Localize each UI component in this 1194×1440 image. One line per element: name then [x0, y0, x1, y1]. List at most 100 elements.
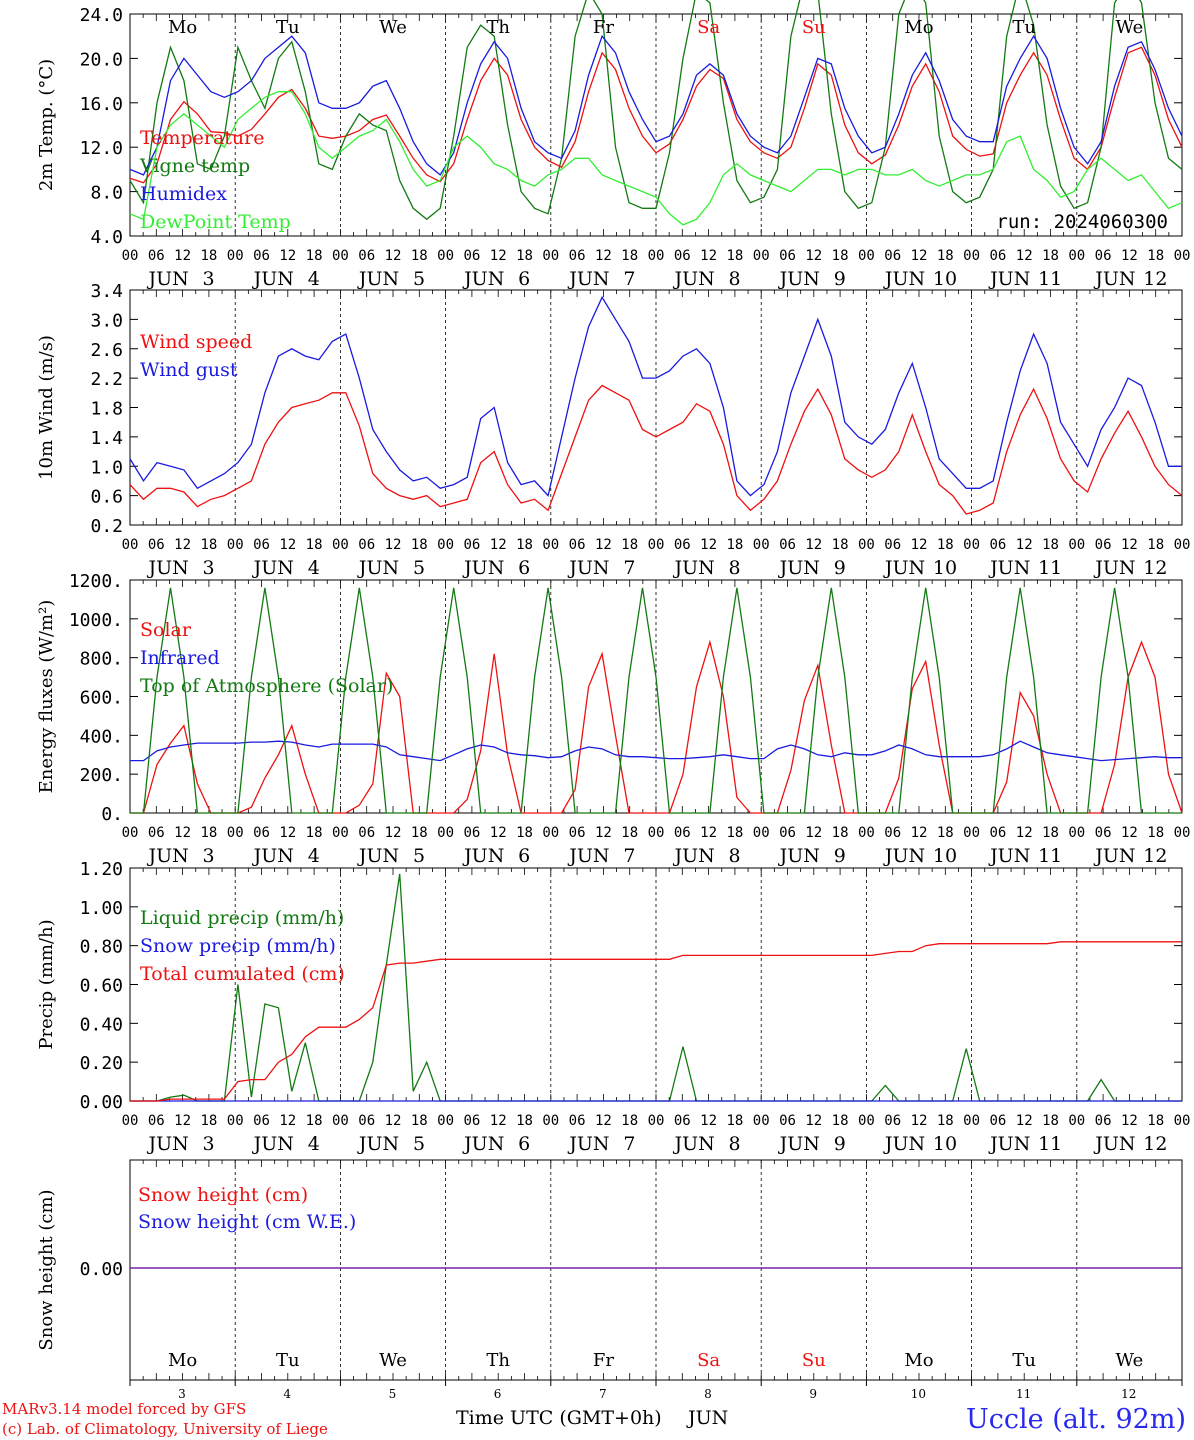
y-tick-label: 400.	[80, 726, 123, 747]
date-day-label: 12	[1143, 268, 1167, 290]
hour-tick-label: 00	[122, 825, 139, 841]
hour-tick-label: 00	[437, 248, 454, 264]
hour-tick-label: 06	[569, 1113, 586, 1129]
hour-tick-label: 18	[832, 248, 849, 264]
hour-tick-label: 18	[726, 1113, 743, 1129]
date-day-label: 7	[623, 845, 635, 867]
hour-tick-label: 12	[490, 1113, 507, 1129]
hour-tick-label: 18	[306, 537, 323, 553]
y-tick-label: 8.0	[90, 183, 123, 204]
hour-tick-label: 00	[542, 248, 559, 264]
hour-tick-label: 12	[490, 537, 507, 553]
hour-tick-label: 06	[1095, 248, 1112, 264]
hour-tick-label: 06	[253, 825, 270, 841]
date-day-label: 11	[1038, 1133, 1062, 1155]
hour-tick-label: 00	[1068, 825, 1085, 841]
weekday-label: Fr	[593, 17, 614, 38]
hour-tick-label: 12	[1016, 248, 1033, 264]
hour-tick-label: 06	[674, 1113, 691, 1129]
hour-tick-label: 18	[306, 825, 323, 841]
hour-tick-label: 00	[1068, 537, 1085, 553]
date-month-label: JUN	[883, 557, 925, 579]
hour-tick-label: 12	[700, 1113, 717, 1129]
legend-entry: Wind gust	[140, 359, 238, 381]
weekday-label: Tu	[1012, 1350, 1036, 1371]
date-month-label: JUN	[252, 845, 294, 867]
hour-tick-label: 18	[621, 1113, 638, 1129]
date-day-label: 4	[308, 268, 320, 290]
date-month-label: JUN	[778, 557, 820, 579]
date-month-label: JUN	[778, 1133, 820, 1155]
hour-tick-label: 18	[621, 825, 638, 841]
hour-tick-label: 06	[674, 537, 691, 553]
date-day-label: 9	[834, 845, 846, 867]
date-day-label: 8	[729, 1133, 741, 1155]
date-day-label: 8	[729, 845, 741, 867]
series-line	[129, 0, 1183, 221]
date-month-label: JUN	[252, 1133, 294, 1155]
y-tick-label: 1.20	[80, 859, 123, 880]
hour-tick-label: 12	[385, 825, 402, 841]
hour-tick-label: 12	[385, 248, 402, 264]
hour-tick-label: 12	[1121, 1113, 1138, 1129]
hour-tick-label: 12	[805, 825, 822, 841]
legend-entry: Snow height (cm W.E.)	[138, 1211, 356, 1233]
date-month-label: JUN	[1093, 1133, 1135, 1155]
y-tick-label: 1.00	[80, 898, 123, 919]
y-tick-label: 2.6	[90, 340, 123, 361]
hour-tick-label: 06	[358, 1113, 375, 1129]
bottom-date-label: 3	[178, 1387, 186, 1401]
hour-tick-label: 12	[279, 248, 296, 264]
date-day-label: 9	[834, 1133, 846, 1155]
credit-line-1: MARv3.14 model forced by GFS	[2, 1400, 246, 1418]
hour-tick-label: 00	[227, 537, 244, 553]
bottom-date-label: 12	[1121, 1387, 1136, 1401]
date-day-label: 12	[1143, 557, 1167, 579]
date-month-label: JUN	[778, 268, 820, 290]
hour-tick-label: 00	[963, 825, 980, 841]
hour-tick-label: 18	[832, 825, 849, 841]
date-day-label: 3	[203, 845, 215, 867]
hour-tick-label: 18	[516, 825, 533, 841]
y-tick-label: 16.0	[80, 94, 123, 115]
hour-tick-label: 06	[779, 825, 796, 841]
hour-tick-label: 18	[726, 537, 743, 553]
hour-tick-label: 00	[858, 537, 875, 553]
hour-tick-label: 06	[779, 537, 796, 553]
weekday-label: Th	[486, 17, 510, 38]
hour-tick-label: 00	[122, 537, 139, 553]
y-tick-label: 24.0	[80, 5, 123, 26]
weekday-label: We	[379, 17, 407, 38]
y-tick-label: 4.0	[90, 227, 123, 248]
hour-tick-label: 18	[306, 1113, 323, 1129]
hour-tick-label: 18	[937, 825, 954, 841]
hour-tick-label: 06	[463, 248, 480, 264]
date-month-label: JUN	[988, 268, 1030, 290]
date-day-label: 12	[1143, 845, 1167, 867]
hour-tick-label: 18	[621, 248, 638, 264]
legend-entry: Top of Atmosphere (Solar)	[140, 675, 393, 697]
y-tick-label: 1.8	[90, 399, 123, 420]
bottom-date-label: 5	[389, 1387, 397, 1401]
hour-tick-label: 00	[753, 248, 770, 264]
date-day-label: 8	[729, 557, 741, 579]
hour-tick-label: 06	[779, 1113, 796, 1129]
hour-tick-label: 12	[911, 537, 928, 553]
hour-tick-label: 06	[884, 537, 901, 553]
date-month-label: JUN	[146, 557, 188, 579]
hour-tick-label: 00	[227, 1113, 244, 1129]
hour-tick-label: 12	[911, 825, 928, 841]
y-tick-label: 3.0	[90, 310, 123, 331]
hour-tick-label: 00	[542, 537, 559, 553]
y-tick-label: 1200.	[69, 571, 123, 592]
date-day-label: 12	[1143, 1133, 1167, 1155]
date-day-label: 6	[518, 557, 530, 579]
weekday-label: Fr	[593, 1350, 614, 1371]
date-day-label: 4	[308, 1133, 320, 1155]
date-month-label: JUN	[988, 1133, 1030, 1155]
date-day-label: 3	[203, 268, 215, 290]
series-line	[129, 34, 1183, 176]
date-month-label: JUN	[672, 557, 714, 579]
hour-tick-label: 06	[989, 1113, 1006, 1129]
date-day-label: 4	[308, 845, 320, 867]
